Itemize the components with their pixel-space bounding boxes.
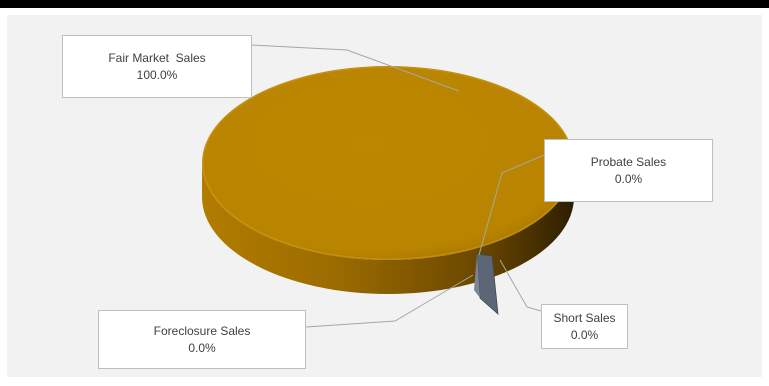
leader-foreclosure-sales	[305, 274, 474, 328]
label-short-sales: Short Sales 0.0%	[541, 304, 628, 349]
label-fair-market-sales-name: Fair Market Sales	[108, 50, 206, 65]
label-foreclosure-sales-name: Foreclosure Sales	[153, 323, 251, 338]
label-probate-sales-value: 0.0%	[614, 171, 643, 186]
top-border-bar	[0, 0, 769, 8]
label-probate-sales: Probate Sales 0.0%	[544, 139, 713, 202]
label-probate-sales-name: Probate Sales	[590, 154, 667, 169]
label-foreclosure-sales: Foreclosure Sales 0.0%	[98, 310, 306, 369]
label-short-sales-value: 0.0%	[570, 327, 599, 342]
leader-probate-sales	[478, 154, 545, 256]
pie-slice-fair-market-sales	[202, 66, 574, 260]
leader-short-sales	[499, 259, 542, 312]
chart-area: Fair Market Sales 100.0% Probate Sales 0…	[7, 15, 762, 377]
leader-fair-market-sales	[251, 44, 460, 92]
label-fair-market-sales-value: 100.0%	[136, 67, 178, 82]
label-short-sales-name: Short Sales	[553, 310, 616, 325]
pie-slice-zero-sliver-edge	[474, 254, 480, 298]
label-fair-market-sales: Fair Market Sales 100.0%	[62, 35, 252, 98]
label-foreclosure-sales-value: 0.0%	[188, 340, 216, 355]
pie-chart	[202, 44, 574, 328]
